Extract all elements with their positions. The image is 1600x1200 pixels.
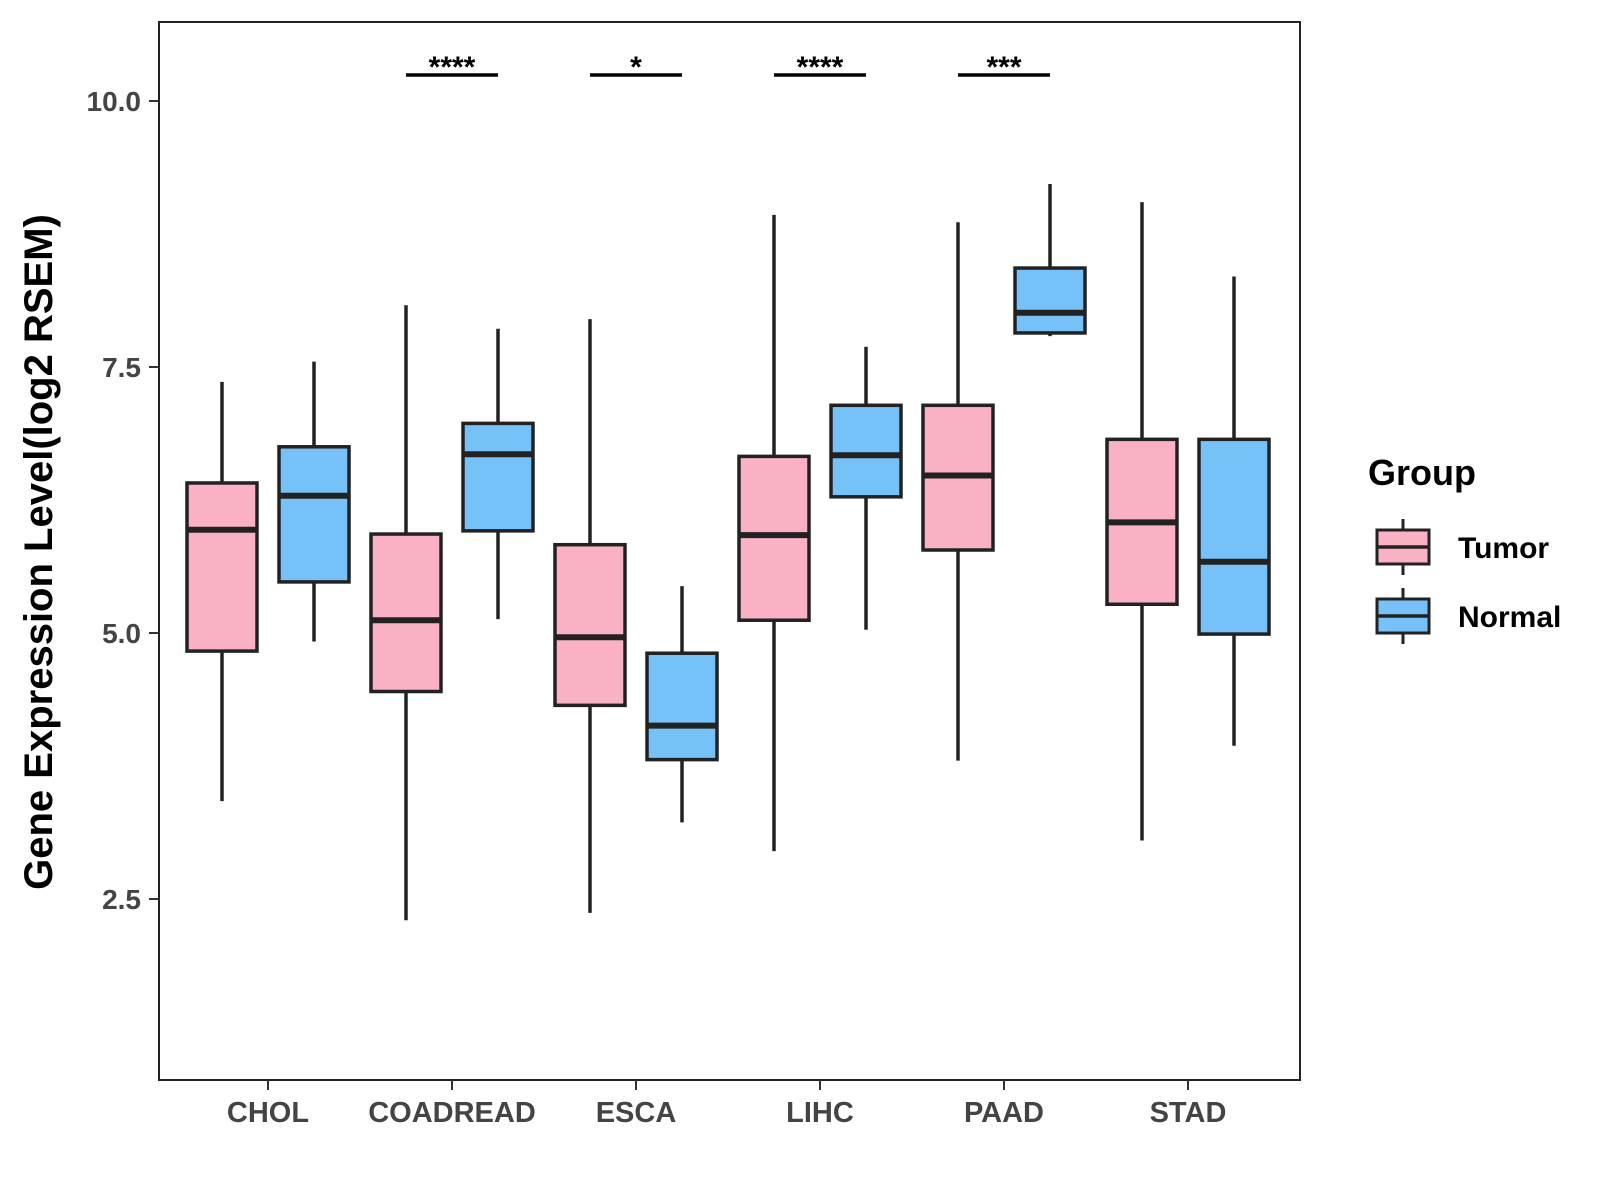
- legend: Group Tumor Normal: [1368, 452, 1561, 644]
- y-tick-label: 5.0: [102, 618, 141, 649]
- box-normal-esca: [645, 586, 719, 823]
- significance-esca: *: [590, 51, 682, 84]
- box-normal-coadread: [461, 328, 535, 620]
- x-tick-label: ESCA: [596, 1097, 677, 1129]
- legend-title: Group: [1368, 452, 1476, 493]
- box-body: [277, 445, 351, 584]
- x-tick-label: COADREAD: [368, 1097, 536, 1129]
- significance-label: ***: [986, 51, 1021, 84]
- y-axis-label: Gene Expression Level(log2 RSEM): [17, 214, 61, 890]
- box-tumor-paad: [921, 222, 995, 761]
- significance-label: ****: [429, 51, 476, 84]
- box-body: [461, 421, 535, 533]
- box-normal-paad: [1013, 183, 1087, 337]
- significance-coadread: ****: [406, 51, 498, 84]
- box-tumor-esca: [553, 319, 627, 913]
- significance-label: ****: [797, 51, 844, 84]
- box-normal-lihc: [829, 346, 903, 630]
- box-body: [737, 454, 811, 622]
- legend-label: Normal: [1458, 601, 1561, 634]
- box-tumor-stad: [1105, 202, 1179, 841]
- x-tick-label: PAAD: [964, 1097, 1044, 1129]
- x-tick-label: STAD: [1150, 1097, 1227, 1129]
- boxes-layer: [185, 183, 1271, 921]
- box-body: [1197, 437, 1271, 636]
- legend-label: Tumor: [1458, 532, 1549, 565]
- plot-border: [158, 21, 1301, 1081]
- box-body: [645, 651, 719, 762]
- y-tick-label: 2.5: [102, 884, 141, 915]
- box-body: [369, 532, 443, 694]
- box-body: [1013, 266, 1087, 335]
- box-body: [185, 481, 259, 653]
- box-normal-chol: [277, 361, 351, 642]
- legend-item-normal: Normal: [1375, 588, 1561, 644]
- box-body: [829, 403, 903, 499]
- legend-item-tumor: Tumor: [1375, 519, 1549, 575]
- significance-lihc: ****: [774, 51, 866, 84]
- plot-area: [158, 21, 1301, 1081]
- x-tick-label: CHOL: [227, 1097, 309, 1129]
- significance-layer: **** * **** ***: [406, 51, 1050, 84]
- y-tick-label: 10.0: [87, 86, 142, 117]
- axes-layer: 2.5 5.0 7.5 10.0 CHOL COADREAD ESCA LIHC PAAD STA…: [87, 86, 1227, 1129]
- box-tumor-chol: [185, 381, 259, 802]
- significance-paad: ***: [958, 51, 1050, 84]
- significance-label: *: [630, 51, 642, 84]
- y-tick-label: 7.5: [102, 352, 141, 383]
- x-tick-label: LIHC: [786, 1097, 854, 1129]
- box-tumor-lihc: [737, 214, 811, 852]
- box-normal-stad: [1197, 276, 1271, 746]
- box-tumor-coadread: [369, 305, 443, 921]
- box-body: [553, 542, 627, 708]
